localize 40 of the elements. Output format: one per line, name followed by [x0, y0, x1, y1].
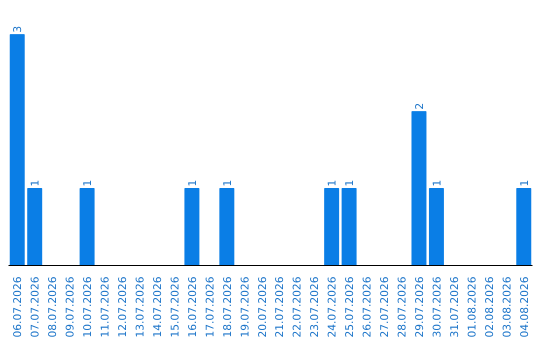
x-tick-label: 29.07.2026 — [412, 276, 426, 338]
x-tick-label: 12.07.2026 — [116, 276, 130, 338]
x-tick-label: 09.07.2026 — [64, 276, 77, 338]
x-tick-label: 15.07.2026 — [168, 276, 182, 338]
data-label: 1 — [326, 180, 339, 187]
x-tick-label: 25.07.2026 — [343, 276, 356, 338]
x-tick-label: 06.07.2026 — [11, 276, 24, 338]
data-label: 1 — [430, 180, 444, 187]
x-tick-label: 20.07.2026 — [256, 276, 269, 338]
x-tick-label: 18.07.2026 — [220, 276, 234, 338]
data-label: 1 — [220, 180, 234, 187]
x-tick-label: 07.07.2026 — [28, 276, 42, 338]
x-tick-label: 02.08.2026 — [482, 276, 496, 338]
data-label: 1 — [81, 180, 94, 187]
x-tick-label: 17.07.2026 — [203, 276, 216, 338]
data-label: 1 — [28, 180, 42, 187]
x-tick-label: 03.08.2026 — [500, 276, 514, 338]
x-tick-label: 14.07.2026 — [150, 276, 164, 338]
x-tick-label: 23.07.2026 — [308, 276, 322, 338]
x-tick-label: 22.07.2026 — [290, 276, 304, 338]
x-tick-label: 01.08.2026 — [465, 276, 478, 338]
x-tick-label: 28.07.2026 — [396, 276, 408, 338]
x-tick-label: 19.07.2026 — [238, 276, 252, 338]
x-tick-label: 10.07.2026 — [81, 276, 94, 338]
data-label: 1 — [518, 180, 531, 187]
x-tick-label: 08.07.2026 — [46, 276, 60, 338]
x-tick-label: 26.07.2026 — [360, 276, 374, 338]
x-tick-label: 31.07.2026 — [448, 276, 461, 338]
data-label: 1 — [343, 180, 356, 187]
data-label: 2 — [412, 102, 426, 110]
data-label: 3 — [11, 26, 24, 33]
x-tick-label: 16.07.2026 — [186, 276, 199, 338]
data-label: 1 — [186, 180, 199, 187]
x-tick-label: 27.07.2026 — [378, 276, 392, 338]
x-tick-label: 24.07.2026 — [326, 276, 339, 338]
x-tick-label: 04.08.2026 — [518, 276, 531, 338]
x-tick-label: 30.07.2026 — [430, 276, 444, 338]
x-tick-label: 11.07.2026 — [98, 276, 112, 338]
x-tick-label: 13.07.2026 — [134, 276, 146, 338]
x-tick-label: 21.07.2026 — [273, 276, 286, 338]
